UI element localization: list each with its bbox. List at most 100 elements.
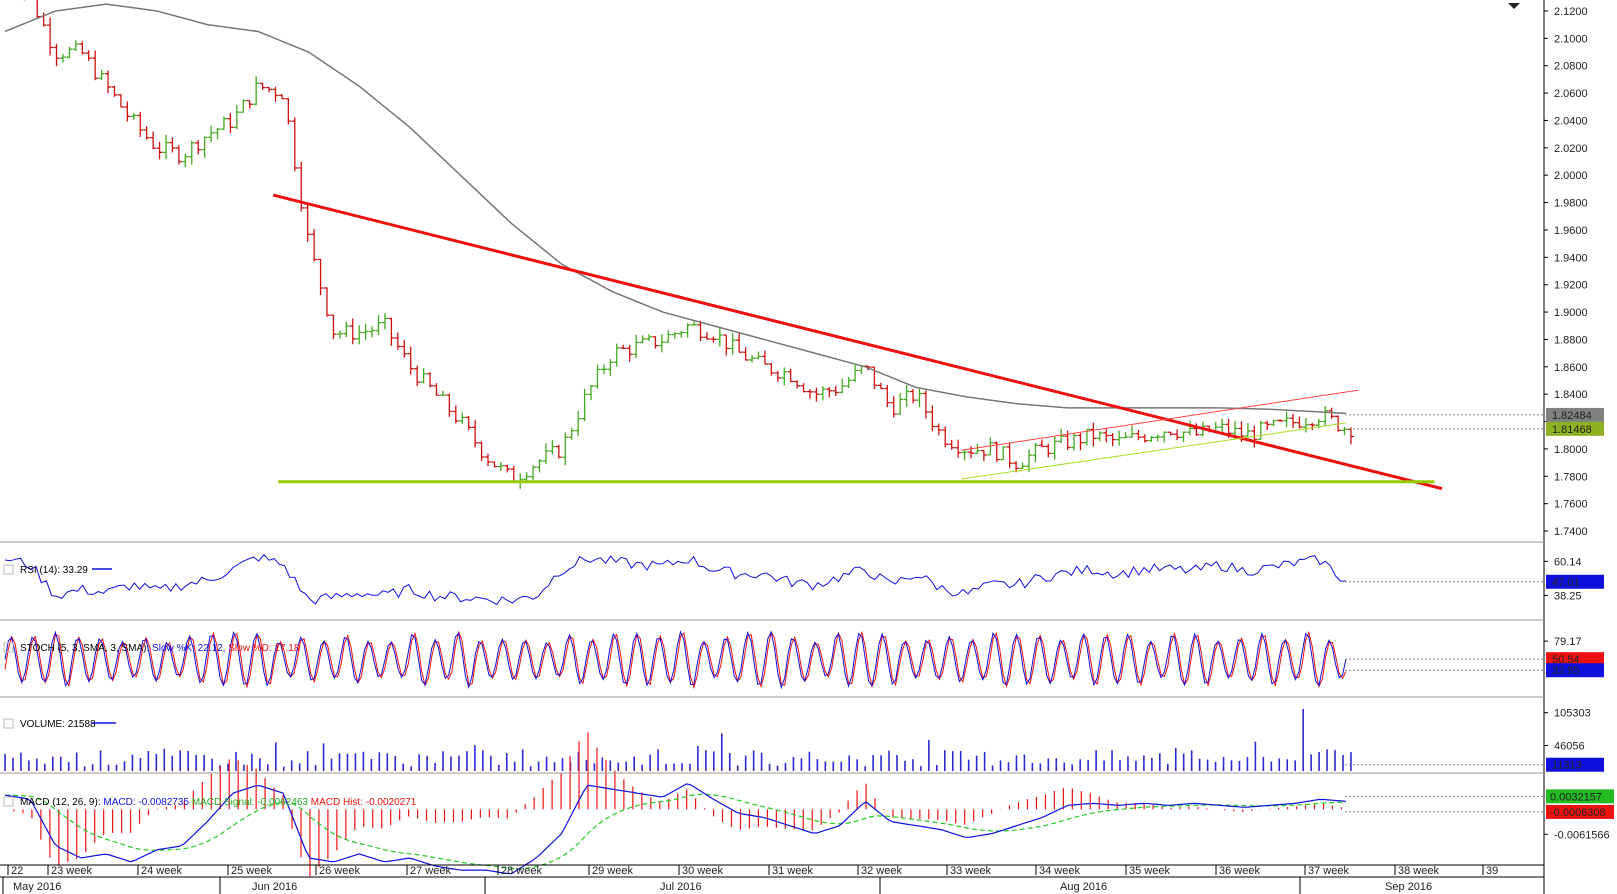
volume-checkbox-icon[interactable]	[3, 718, 14, 729]
price-ytick-label: 2.1200	[1554, 6, 1588, 18]
price-ytick-label: 2.0400	[1554, 115, 1588, 127]
rsi-title: RSI (14): 33.29	[3, 564, 112, 576]
macd-line	[4, 783, 1346, 875]
week-label: 32 week	[861, 865, 902, 877]
volume-ytick-label: 46056	[1554, 740, 1585, 752]
week-label: 33 week	[950, 865, 991, 877]
stoch-title-prefix: STOCH (5, 3, SMA, 3, SMA):	[20, 643, 152, 654]
month-label: Sep 2016	[1385, 881, 1432, 893]
trendline-0	[272, 193, 1443, 491]
rsi-panel[interactable]: 60.14 38.25	[4, 554, 1582, 606]
week-label: 38 week	[1398, 865, 1439, 877]
stoch-panel[interactable]: 79.17	[4, 630, 1582, 690]
price-tag-box	[1546, 407, 1604, 422]
macd-legend-hist: MACD Hist: -0.0020271	[311, 797, 417, 808]
x-axis: 22 23 week 24 week 25 week 26 week 27 week 28 …	[0, 865, 1544, 894]
price-ytick-label: 1.7600	[1554, 499, 1588, 511]
month-label: Aug 2016	[1060, 881, 1107, 893]
price-tag-label: 1.81468	[1552, 424, 1592, 436]
rsi-ytick-label: 38.25	[1554, 590, 1582, 602]
stoch-tag-box	[1546, 663, 1604, 678]
week-label: 36 week	[1219, 865, 1260, 877]
price-ytick-label: 1.7400	[1554, 526, 1588, 538]
stoch-ytick-label: 79.17	[1554, 636, 1582, 648]
price-ytick-label: 2.0000	[1554, 170, 1588, 182]
stoch-d-label: Slow %D: 17.18	[228, 643, 300, 654]
week-label: 22	[11, 865, 23, 877]
month-label: May 2016	[13, 881, 61, 893]
macd-tag-box	[1546, 789, 1614, 804]
volume-title-text: VOLUME: 21588	[20, 719, 96, 730]
price-ytick-label: 1.8000	[1554, 444, 1588, 456]
price-ytick-label: 2.0600	[1554, 88, 1588, 100]
macd-title-prefix: MACD (12, 26, 9):	[20, 797, 101, 808]
price-panel[interactable]: 2.1200 2.1000 2.0800 2.0600 2.0400 2.0200 2.00…	[2, 0, 1588, 538]
price-ytick-label: 1.9600	[1554, 225, 1588, 237]
stoch-tag-label: 50.54	[1552, 654, 1580, 666]
stoch-title-text: STOCH (5, 3, SMA, 3, SMA): Slow %K: 22.1…	[20, 643, 300, 654]
price-tag-label: 1.82484	[1552, 410, 1592, 422]
stoch-title: STOCH (5, 3, SMA, 3, SMA): Slow %K: 22.1…	[3, 642, 300, 654]
month-label: Jun 2016	[252, 881, 297, 893]
week-label: 31 week	[772, 865, 813, 877]
price-ytick-label: 1.9200	[1554, 280, 1588, 292]
macd-signal-line	[4, 793, 1346, 870]
macd-tag-label: 0.0032157	[1550, 791, 1602, 803]
price-ytick-label: 2.0200	[1554, 143, 1588, 155]
volume-tag-box	[1546, 757, 1604, 772]
volume-title: VOLUME: 21588	[3, 718, 116, 730]
price-ytick-label: 1.7800	[1554, 471, 1588, 483]
macd-ytick-label: -0.0061566	[1554, 829, 1610, 841]
trendline-3	[961, 422, 1346, 480]
week-label: 29 week	[592, 865, 633, 877]
stoch-checkbox-icon[interactable]	[3, 642, 14, 653]
macd-legend-macd: MACD: -0.0082735	[103, 797, 189, 808]
volume-tag-label: 11313	[1552, 760, 1582, 772]
week-label: 35 week	[1129, 865, 1170, 877]
rsi-title-text: RSI (14): 33.29	[20, 565, 88, 576]
volume-ytick-label: 105303	[1554, 708, 1591, 720]
macd-tag-box	[1546, 804, 1614, 819]
price-tag-box	[1546, 421, 1604, 436]
week-label: 24 week	[141, 865, 182, 877]
price-ytick-label: 2.0800	[1554, 61, 1588, 73]
stoch-tag-box	[1546, 652, 1604, 667]
trendline-2	[961, 389, 1359, 451]
week-label: 39	[1486, 865, 1498, 877]
stoch-k-line	[4, 630, 1347, 690]
price-ytick-label: 1.8600	[1554, 362, 1588, 374]
stoch-tag-label: 32.95	[1552, 665, 1580, 677]
price-ytick-label: 1.8400	[1554, 389, 1588, 401]
macd-checkbox-icon[interactable]	[3, 796, 14, 807]
month-label: Jul 2016	[660, 881, 702, 893]
week-label: 37 week	[1308, 865, 1349, 877]
week-label: 23 week	[51, 865, 92, 877]
price-ytick-label: 1.8800	[1554, 334, 1588, 346]
macd-tag-label: -0.0006308	[1550, 807, 1606, 819]
week-label: 34 week	[1039, 865, 1080, 877]
macd-title: MACD (12, 26, 9): MACD: -0.0082735 MACD …	[3, 796, 417, 808]
price-ytick-label: 1.9400	[1554, 252, 1588, 264]
rsi-tag-box	[1546, 574, 1604, 589]
triangle-down-icon[interactable]	[1508, 3, 1520, 9]
price-ytick-label: 1.9800	[1554, 198, 1588, 210]
macd-legend-signal: MACD Signal: -0.0062463	[192, 797, 309, 808]
week-label: 28 week	[501, 865, 542, 877]
macd-title-text: MACD (12, 26, 9): MACD: -0.0082735 MACD …	[20, 797, 417, 808]
rsi-checkbox-icon[interactable]	[3, 564, 14, 575]
rsi-ytick-label: 60.14	[1554, 556, 1582, 568]
week-label: 26 week	[319, 865, 360, 877]
week-label: 25 week	[231, 865, 272, 877]
rsi-tag-label: 47.01	[1552, 577, 1580, 589]
rsi-line	[4, 554, 1346, 606]
stoch-k-label: Slow %K: 22.12,	[152, 643, 228, 654]
week-label: 30 week	[682, 865, 723, 877]
week-label: 27 week	[410, 865, 451, 877]
volume-panel[interactable]: 105303 46056	[4, 708, 1591, 771]
price-ytick-label: 2.1000	[1554, 33, 1588, 45]
macd-panel[interactable]: -0.0061566	[4, 732, 1610, 877]
price-ytick-label: 1.9000	[1554, 307, 1588, 319]
